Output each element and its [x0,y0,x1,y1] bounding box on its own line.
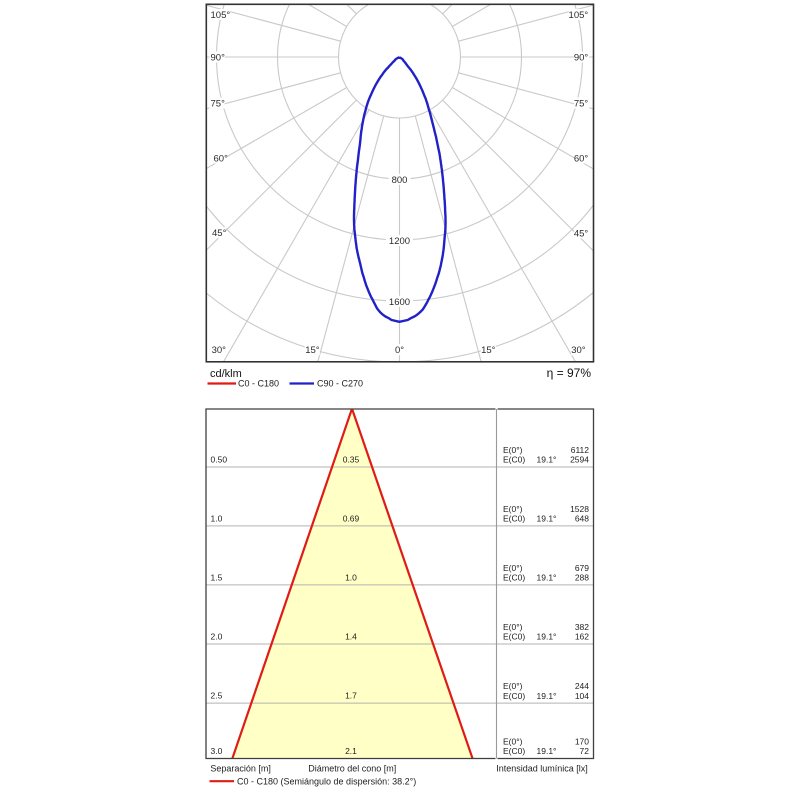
svg-text:800: 800 [392,175,408,186]
svg-text:1.7: 1.7 [345,691,357,701]
svg-text:105°: 105° [211,10,231,21]
svg-text:0°: 0° [395,345,404,356]
svg-text:1.5: 1.5 [211,572,223,582]
svg-text:C90 - C270: C90 - C270 [317,379,363,389]
svg-text:19.1°: 19.1° [537,632,557,642]
svg-text:2.0: 2.0 [211,631,223,641]
svg-text:170: 170 [575,736,589,746]
svg-text:244: 244 [575,681,589,691]
svg-text:19.1°: 19.1° [537,691,557,701]
svg-text:19.1°: 19.1° [537,455,557,465]
svg-text:15°: 15° [481,345,496,356]
svg-text:30°: 30° [212,345,227,356]
svg-text:0.35: 0.35 [343,454,360,464]
svg-text:E(C0): E(C0) [503,691,525,701]
svg-text:30°: 30° [571,345,586,356]
svg-text:η = 97%: η = 97% [547,366,592,380]
svg-text:72: 72 [580,746,590,756]
svg-text:60°: 60° [214,154,229,165]
svg-text:648: 648 [575,514,589,524]
svg-text:E(0°): E(0°) [503,622,523,632]
svg-text:1.0: 1.0 [345,572,357,582]
svg-text:2.5: 2.5 [211,691,223,701]
svg-text:382: 382 [575,622,589,632]
svg-text:E(0°): E(0°) [503,504,523,514]
svg-text:75°: 75° [211,99,226,110]
svg-text:90°: 90° [211,53,226,64]
svg-text:E(C0): E(C0) [503,514,525,524]
svg-text:288: 288 [575,573,589,583]
svg-text:104: 104 [575,691,589,701]
svg-text:1200: 1200 [389,236,410,247]
svg-text:E(C0): E(C0) [503,746,525,756]
svg-text:2594: 2594 [570,455,589,465]
svg-text:C0 - C180 (Semiángulo de dispe: C0 - C180 (Semiángulo de dispersión: 38.… [237,776,416,786]
svg-text:3.0: 3.0 [211,746,223,756]
svg-text:105°: 105° [569,10,589,21]
svg-text:60°: 60° [574,154,589,165]
svg-text:Intensidad lumínica [lx]: Intensidad lumínica [lx] [496,764,588,774]
svg-text:679: 679 [575,563,589,573]
svg-text:1.4: 1.4 [345,631,357,641]
svg-text:90°: 90° [574,53,589,64]
svg-text:C0 - C180: C0 - C180 [238,379,279,389]
svg-text:2.1: 2.1 [345,746,357,756]
svg-text:19.1°: 19.1° [537,573,557,583]
svg-text:E(0°): E(0°) [503,445,523,455]
svg-text:6112: 6112 [571,445,590,455]
svg-text:45°: 45° [574,229,589,240]
svg-text:E(C0): E(C0) [503,455,525,465]
svg-text:E(0°): E(0°) [503,736,523,746]
svg-text:0.50: 0.50 [211,454,228,464]
svg-text:E(C0): E(C0) [503,573,525,583]
svg-text:E(C0): E(C0) [503,632,525,642]
svg-text:E(0°): E(0°) [503,681,523,691]
svg-text:E(0°): E(0°) [503,563,523,573]
svg-text:Separación [m]: Separación [m] [210,764,271,774]
svg-text:19.1°: 19.1° [537,746,557,756]
svg-text:15°: 15° [305,345,320,356]
svg-text:75°: 75° [574,99,589,110]
svg-text:45°: 45° [212,228,227,239]
svg-text:Diámetro del cono [m]: Diámetro del cono [m] [308,764,396,774]
svg-text:1.0: 1.0 [211,513,223,523]
svg-text:1528: 1528 [570,504,589,514]
svg-text:162: 162 [575,632,589,642]
svg-text:1600: 1600 [389,297,410,308]
svg-text:19.1°: 19.1° [537,514,557,524]
svg-text:cd/klm: cd/klm [210,368,242,380]
svg-text:0.69: 0.69 [343,513,360,523]
